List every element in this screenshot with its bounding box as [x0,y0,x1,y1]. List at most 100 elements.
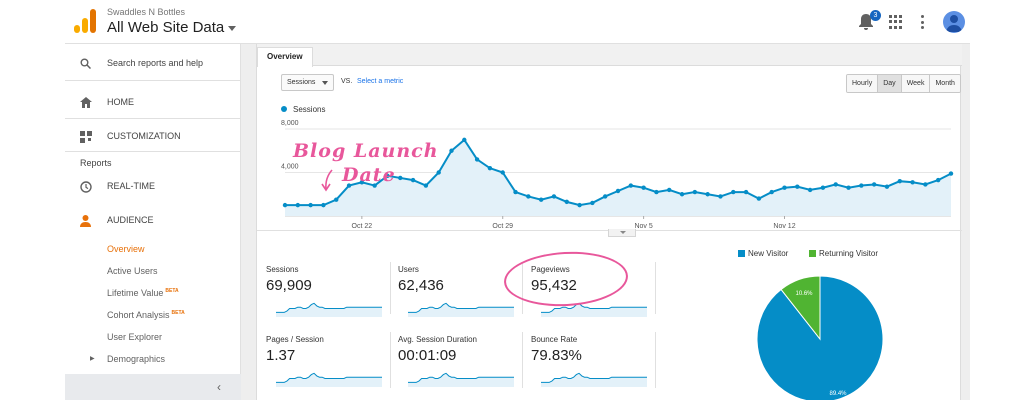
sidebar: Search reports and help HOME CUSTOMIZATI… [65,44,241,400]
divider [390,262,391,314]
divider [655,262,656,314]
data-point [513,189,518,195]
sparkline-area [408,373,514,387]
y-tick-label: 8,000 [281,120,299,127]
metric-users[interactable]: Users 62,436 [398,265,525,317]
metric-pageviews[interactable]: Pageviews 95,432 [531,265,658,317]
sidebar-subitem-user-explorer[interactable]: User Explorer [107,332,163,342]
data-point [436,170,441,175]
data-point [449,148,454,153]
data-point [692,189,698,195]
data-point [615,188,621,194]
y-tick-label: 4,000 [281,164,299,171]
sidebar-item-label: HOME [107,97,134,107]
sparkline-area [541,303,647,317]
data-point [782,185,787,190]
search-reports-input[interactable]: Search reports and help [107,58,204,68]
x-tick-label: Oct 29 [492,223,513,230]
reports-heading: Reports [80,158,112,168]
sparkline-line [276,302,382,313]
data-point [654,189,659,195]
metric-value: 69,909 [266,277,312,294]
metric-value: 79.83% [531,347,582,364]
vs-label: VS. [341,78,353,85]
data-point [923,182,928,187]
divider [522,332,523,388]
metric-avg-session-duration[interactable]: Avg. Session Duration 00:01:09 [398,335,525,387]
metric-dropdown[interactable]: Sessions [281,74,334,91]
data-point [526,194,531,199]
legend-swatch-icon [738,250,745,257]
sparkline-area [541,373,647,387]
metric-name: Pages / Session [266,335,324,344]
metric-bounce-rate[interactable]: Bounce Rate 79.83% [531,335,658,387]
bell-icon[interactable] [858,13,874,31]
chevron-left-icon[interactable]: ‹ [217,380,221,394]
x-tick-label: Nov 5 [634,223,652,230]
data-point [948,171,954,176]
metric-value: 62,436 [398,277,444,294]
metric-pages-per-session[interactable]: Pages / Session 1.37 [266,335,393,387]
chart-expand-handle[interactable] [608,229,636,237]
sidebar-subitem-cohort-analysis[interactable]: Cohort Analysis BETA [107,310,185,320]
customization-icon [80,131,92,143]
data-point [321,202,326,208]
data-point [602,194,608,199]
sidebar-subitem-lifetime-value[interactable]: Lifetime Value BETA [107,288,179,298]
data-point [282,202,288,208]
beta-badge: BETA [165,288,179,294]
data-point [410,177,416,183]
data-point [884,184,890,189]
metric-sessions[interactable]: Sessions 69,909 [266,265,393,317]
sidebar-subitem-overview[interactable]: Overview [107,244,145,254]
avatar[interactable] [943,11,965,33]
expand-triangle-icon: ▶ [90,356,95,362]
data-point [820,185,826,190]
annotation-line2: Date [342,164,396,186]
legend-label: Sessions [293,105,326,114]
home-icon [80,97,92,108]
data-point [474,157,480,162]
data-point [500,170,505,175]
sparkline [276,302,382,317]
clock-icon [80,181,92,193]
data-point [910,180,915,185]
data-point [935,177,941,183]
hourly-button[interactable]: Hourly [847,75,879,92]
sidebar-subitem-demographics[interactable]: ▶ Demographics [90,354,166,364]
report-panel: Overview Sessions VS. Select a metric Ho… [256,44,962,400]
property-selector[interactable]: All Web Site Data [107,19,237,36]
data-point [846,185,851,190]
pie-label-returning: 10.6% [795,291,813,297]
legend-label: New Visitor [748,249,789,258]
day-button[interactable]: Day [878,75,902,92]
tab-overview[interactable]: Overview [257,47,313,67]
metric-name: Pageviews [531,265,570,274]
data-point [308,202,313,208]
data-point [385,173,390,178]
notification-badge: 3 [870,10,881,21]
data-point [590,200,595,206]
month-button[interactable]: Month [930,75,960,92]
beta-badge: BETA [171,310,185,316]
data-point [705,192,710,197]
data-point [538,197,544,202]
data-point [641,185,646,190]
analytics-logo-icon[interactable] [74,9,96,33]
week-button[interactable]: Week [901,75,931,92]
pie-label-new: 89.4% [829,391,847,397]
account-name: Swaddles N Bottles [107,7,186,17]
metric-name: Bounce Rate [531,335,578,344]
divider [655,332,656,388]
data-point [859,183,864,188]
data-point [372,183,377,188]
metric-value: 1.37 [266,347,296,364]
apps-grid-icon[interactable] [889,15,903,29]
data-point [551,194,557,199]
main-area: Overview Sessions VS. Select a metric Ho… [241,44,970,400]
sparkline-line [541,372,647,383]
sidebar-subitem-active-users[interactable]: Active Users [107,266,158,276]
sparkline-line [408,302,514,313]
more-vert-icon[interactable] [921,15,924,29]
select-a-metric-link[interactable]: Select a metric [357,78,404,85]
